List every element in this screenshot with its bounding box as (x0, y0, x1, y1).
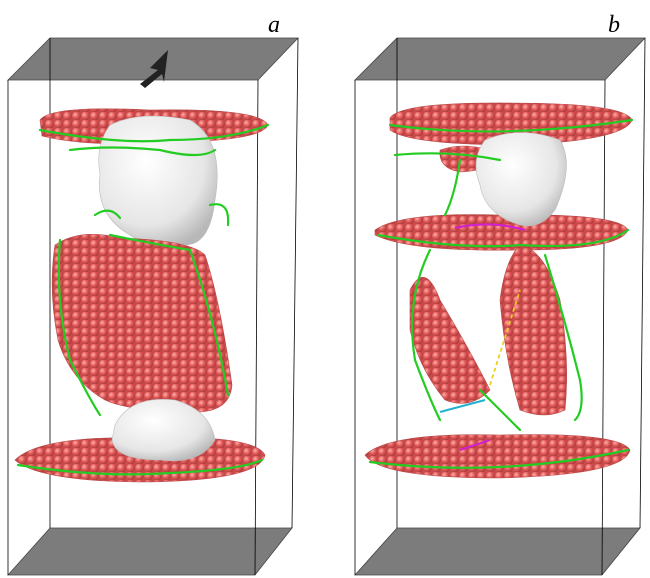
panel-b: b (355, 12, 645, 575)
box-edge (292, 38, 298, 528)
box-edge (255, 80, 258, 575)
atom-layer (375, 215, 628, 251)
void (476, 133, 566, 227)
atom-leg (410, 277, 490, 403)
atom-slab (52, 234, 232, 412)
bottom-plate (355, 528, 640, 575)
atom-leg (500, 245, 567, 415)
figure: a b (0, 0, 650, 578)
panel-label: b (608, 12, 620, 38)
bottom-plate (8, 528, 292, 575)
box-edge (602, 80, 605, 575)
panel-a: a (8, 12, 298, 575)
void (99, 116, 217, 246)
box-edge (640, 38, 645, 528)
top-plate (8, 38, 298, 80)
top-plate (355, 38, 645, 80)
panel-label: a (268, 12, 280, 38)
